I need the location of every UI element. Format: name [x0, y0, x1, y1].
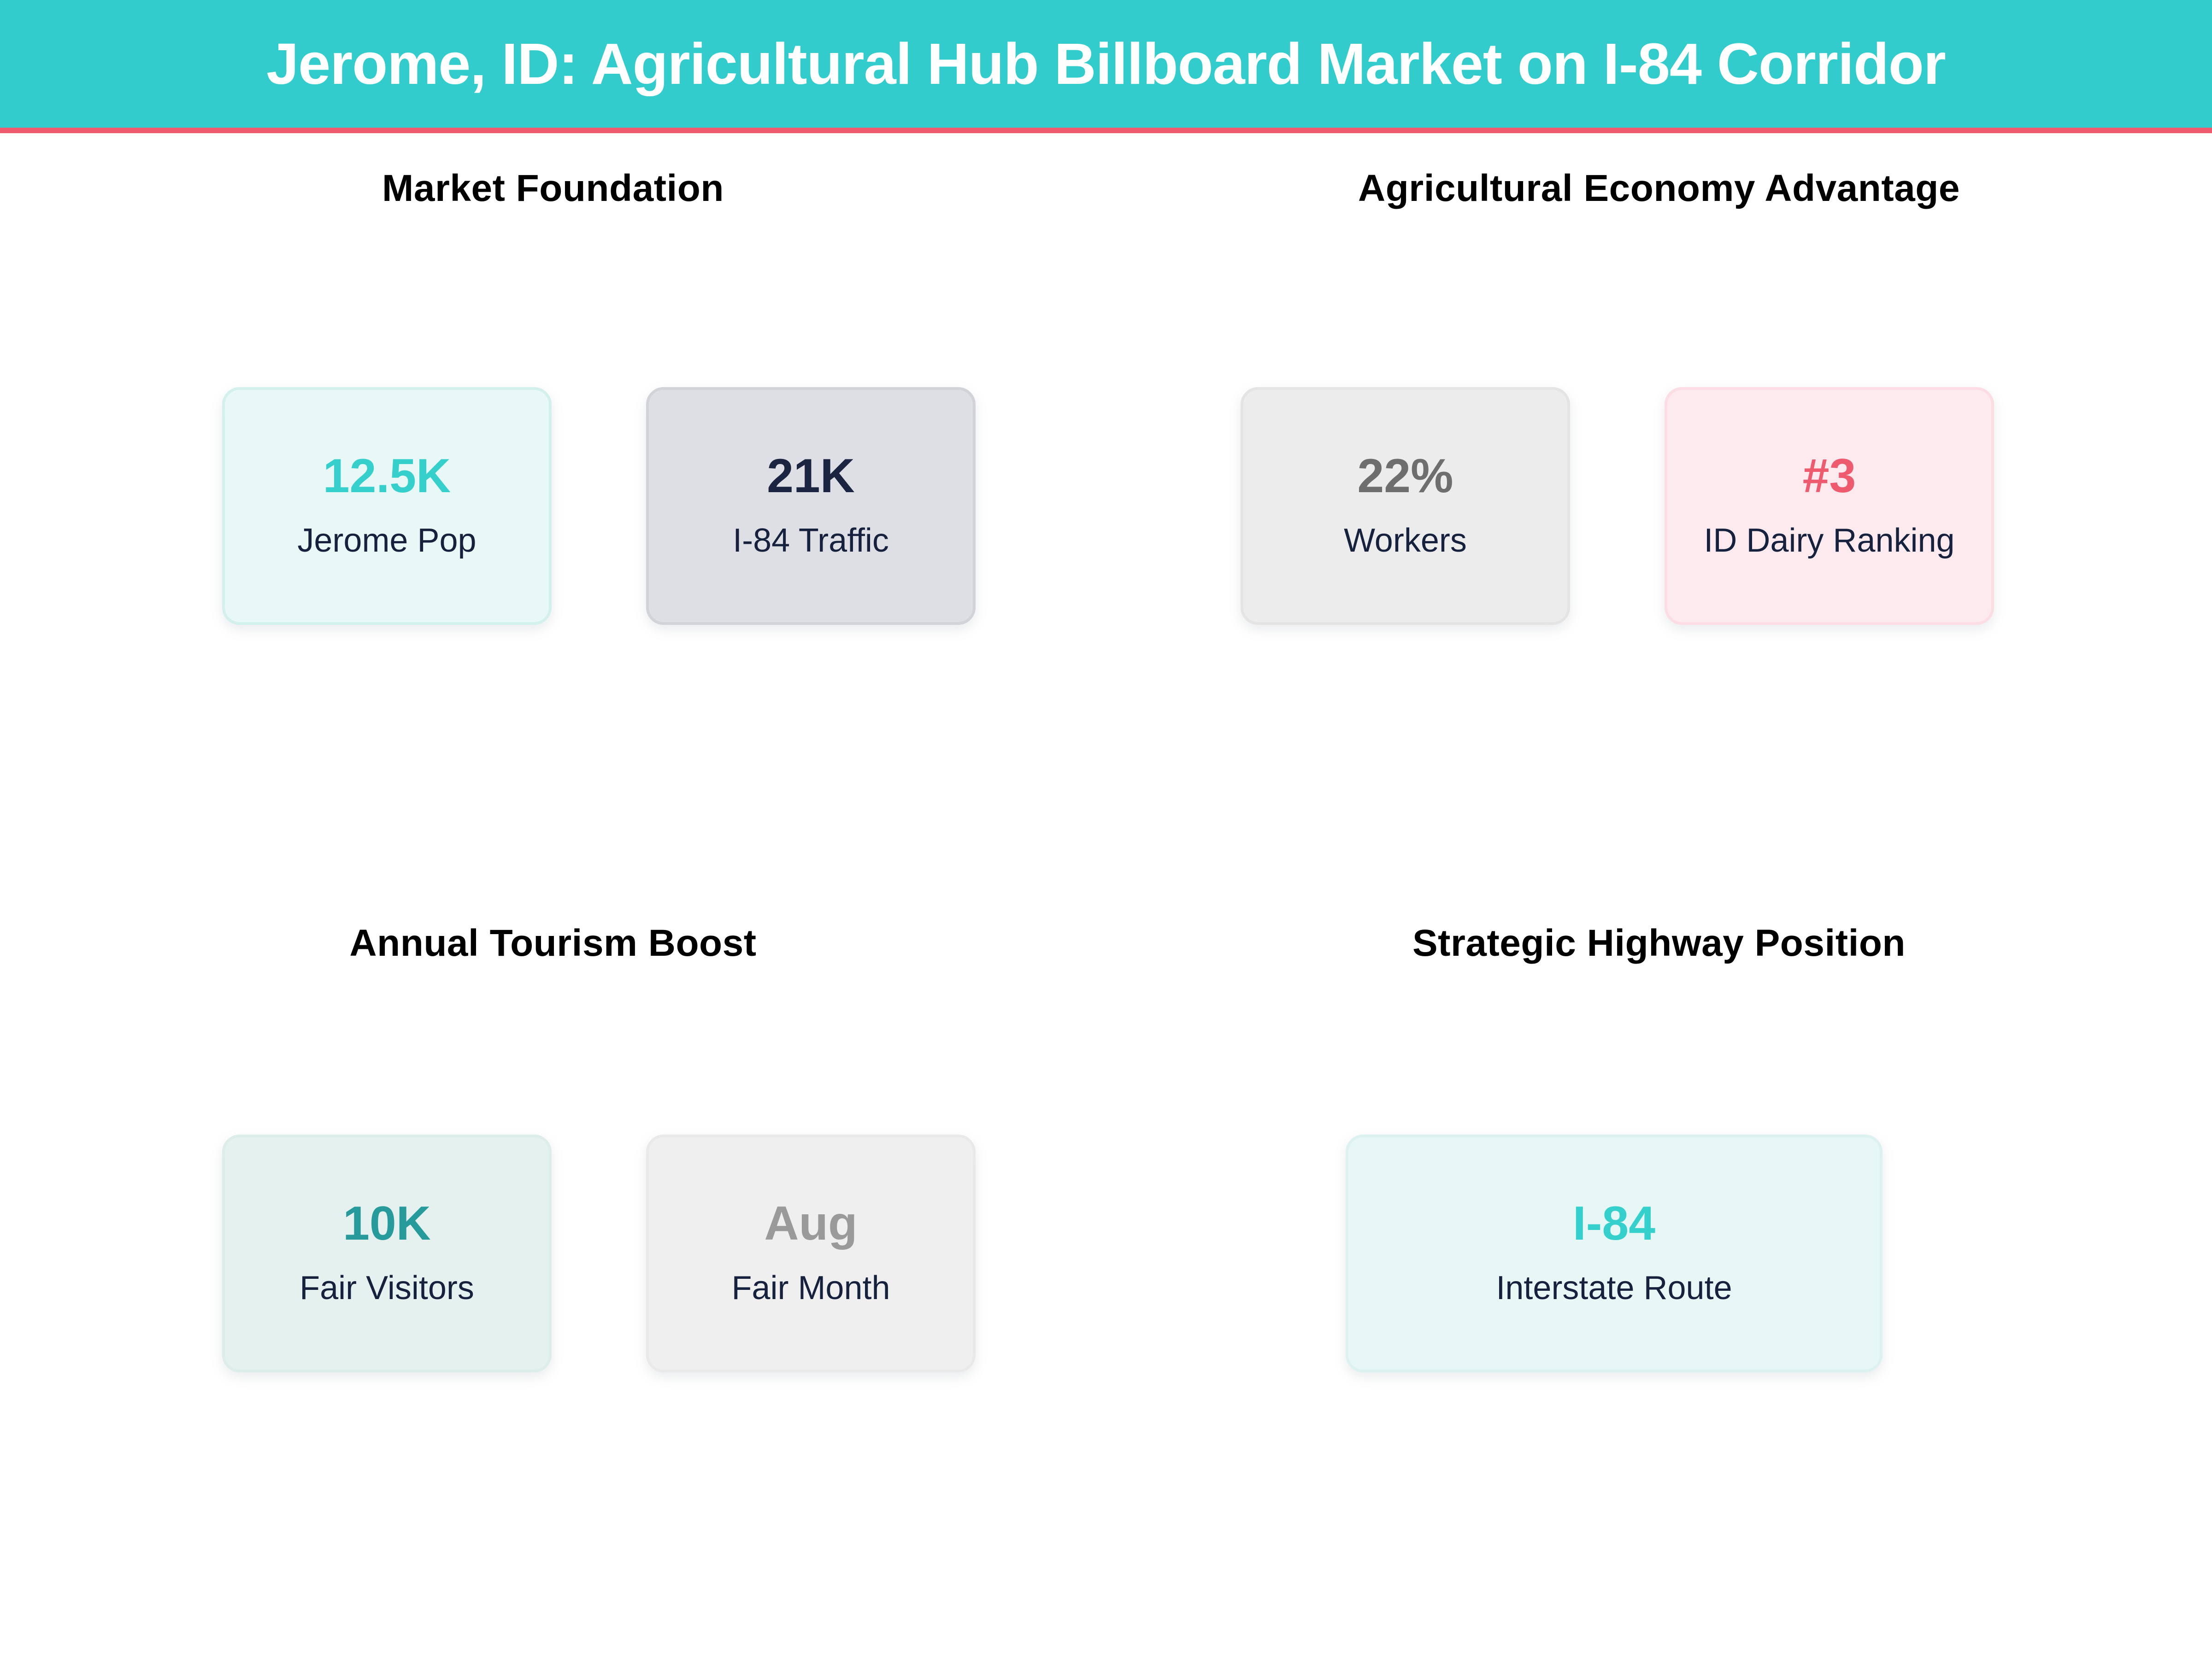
- panel-strategic-highway: Strategic Highway Position I-84 Intersta…: [1106, 922, 2212, 1659]
- stat-label-jerome-pop: Jerome Pop: [297, 522, 477, 559]
- page-title: Jerome, ID: Agricultural Hub Billboard M…: [266, 31, 1946, 96]
- card-row-annual-tourism: 10K Fair Visitors Aug Fair Month: [222, 1135, 976, 1372]
- card-row-agricultural-economy: 22% Workers #3 ID Dairy Ranking: [1241, 387, 1994, 625]
- card-row-market-foundation: 12.5K Jerome Pop 21K I-84 Traffic: [222, 387, 976, 625]
- stat-card-jerome-pop[interactable]: 12.5K Jerome Pop: [222, 387, 552, 625]
- stat-value-id-dairy-ranking: #3: [1802, 449, 1856, 503]
- header-accent-bar: [0, 128, 2212, 133]
- stat-label-workers: Workers: [1344, 522, 1467, 559]
- panel-agricultural-economy: Agricultural Economy Advantage 22% Worke…: [1106, 143, 2212, 922]
- panel-market-foundation: Market Foundation 12.5K Jerome Pop 21K I…: [0, 143, 1106, 922]
- panel-annual-tourism: Annual Tourism Boost 10K Fair Visitors A…: [0, 922, 1106, 1659]
- stat-card-id-dairy-ranking[interactable]: #3 ID Dairy Ranking: [1665, 387, 1994, 625]
- panel-title-agricultural-economy: Agricultural Economy Advantage: [1358, 167, 1960, 209]
- stat-value-i84-traffic: 21K: [767, 449, 855, 503]
- stat-value-fair-month: Aug: [764, 1197, 858, 1251]
- stat-label-fair-visitors: Fair Visitors: [300, 1270, 474, 1307]
- stat-value-fair-visitors: 10K: [343, 1197, 431, 1251]
- stat-card-fair-visitors[interactable]: 10K Fair Visitors: [222, 1135, 552, 1372]
- stat-value-interstate-route: I-84: [1572, 1197, 1656, 1251]
- panel-title-strategic-highway: Strategic Highway Position: [1412, 922, 1906, 964]
- stat-card-workers[interactable]: 22% Workers: [1241, 387, 1570, 625]
- stat-card-fair-month[interactable]: Aug Fair Month: [646, 1135, 976, 1372]
- stat-card-i84-traffic[interactable]: 21K I-84 Traffic: [646, 387, 976, 625]
- stat-card-interstate-route[interactable]: I-84 Interstate Route: [1346, 1135, 1883, 1372]
- stat-label-fair-month: Fair Month: [731, 1270, 890, 1307]
- stat-label-interstate-route: Interstate Route: [1496, 1270, 1732, 1307]
- stat-label-i84-traffic: I-84 Traffic: [733, 522, 889, 559]
- stat-value-jerome-pop: 12.5K: [323, 449, 451, 503]
- stat-value-workers: 22%: [1357, 449, 1453, 503]
- stat-label-id-dairy-ranking: ID Dairy Ranking: [1704, 522, 1955, 559]
- header-bar: Jerome, ID: Agricultural Hub Billboard M…: [0, 0, 2212, 128]
- card-row-strategic-highway: I-84 Interstate Route: [1346, 1135, 1883, 1372]
- panel-title-market-foundation: Market Foundation: [382, 167, 724, 209]
- panel-title-annual-tourism: Annual Tourism Boost: [349, 922, 757, 964]
